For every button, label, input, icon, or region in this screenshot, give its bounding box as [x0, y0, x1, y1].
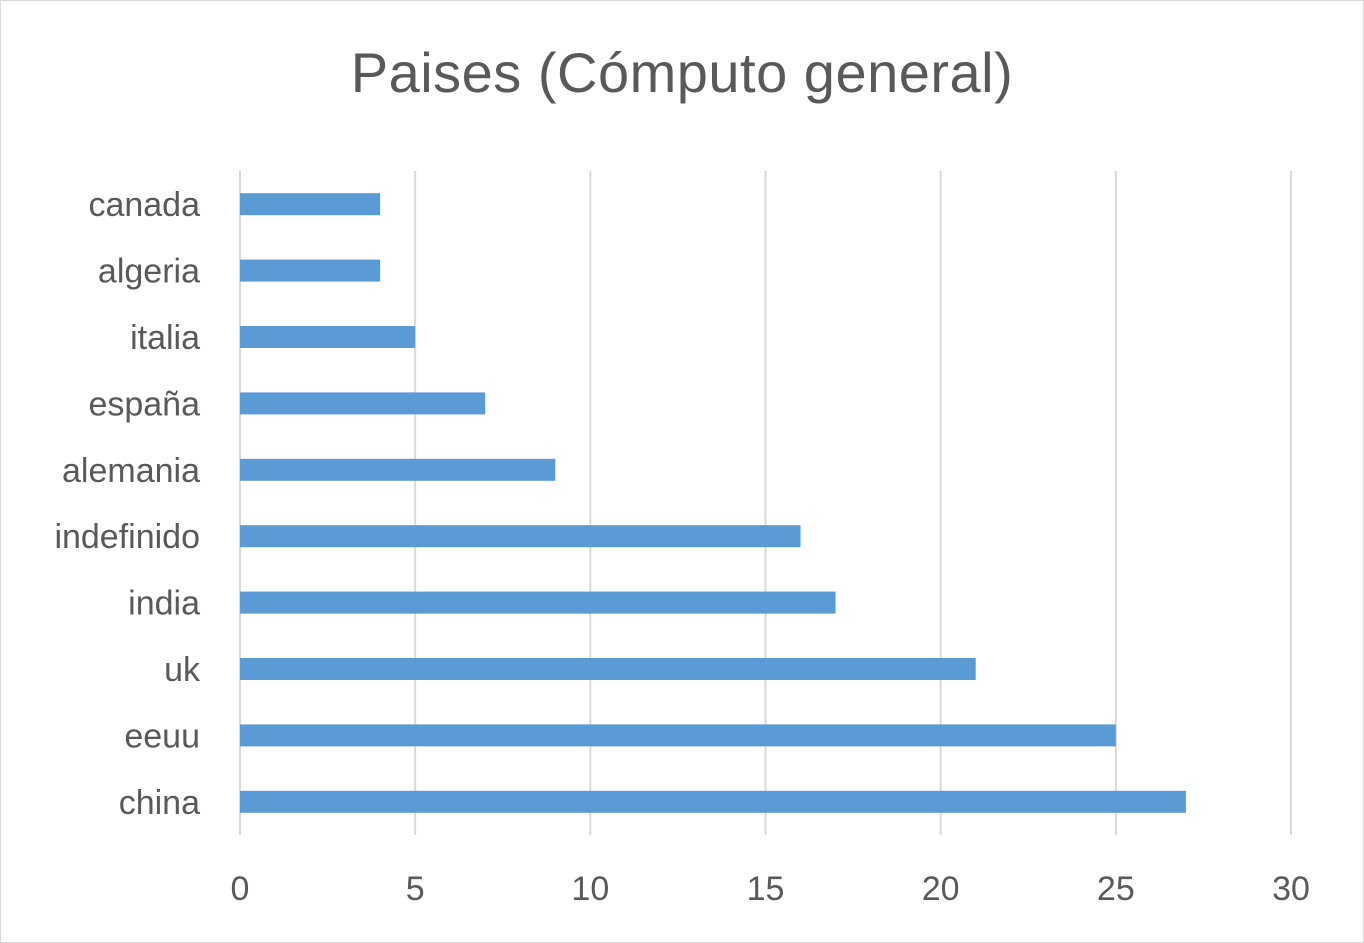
category-label: china	[119, 784, 200, 822]
gridlines	[239, 171, 1292, 835]
category-label: algeria	[98, 253, 200, 291]
bars	[240, 193, 1186, 813]
x-tick-label: 10	[571, 870, 609, 908]
category-label: eeuu	[124, 717, 200, 755]
x-tick-label: 0	[231, 870, 250, 908]
category-label: españa	[88, 385, 200, 423]
bar-china	[240, 790, 1186, 813]
bar-uk	[240, 658, 976, 680]
category-label: indefinido	[54, 518, 200, 556]
category-labels: canada algeria italia españa alemania indefin…	[54, 186, 201, 822]
bar-indefinido	[240, 525, 801, 548]
bar-españa	[240, 392, 486, 415]
bar-eeuu	[240, 724, 1116, 747]
x-tick-label: 30	[1272, 870, 1310, 908]
bar-italia	[240, 326, 416, 348]
category-label: canada	[88, 186, 200, 224]
chart-title: Paises (Cómputo general)	[350, 41, 1014, 104]
x-tick-label: 20	[922, 870, 960, 908]
category-label: uk	[164, 651, 201, 689]
x-tick-label: 5	[406, 870, 425, 908]
bar-canada	[240, 193, 381, 216]
x-tick-labels: 0 5 10 15 20 25 30	[231, 870, 1310, 908]
category-label: india	[128, 585, 200, 623]
category-label: alemania	[62, 452, 200, 490]
bar-india	[240, 591, 836, 614]
category-label: italia	[130, 319, 200, 357]
bar-alemania	[240, 458, 556, 481]
x-tick-label: 25	[1097, 870, 1135, 908]
x-tick-label: 15	[747, 870, 785, 908]
bar-algeria	[240, 259, 381, 282]
